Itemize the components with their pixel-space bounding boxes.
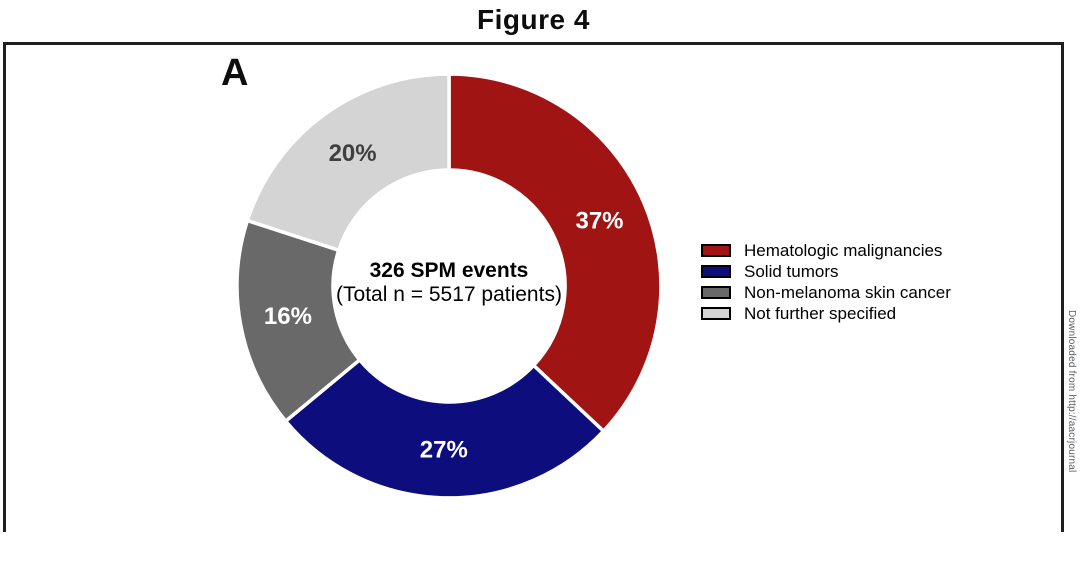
figure-frame — [3, 42, 1064, 532]
legend-item-1: Hematologic malignancies — [701, 240, 951, 260]
donut-center-label: 326 SPM events (Total n = 5517 patients) — [299, 259, 599, 306]
donut-segment-1 — [447, 72, 663, 434]
legend-item-2: Solid tumors — [701, 261, 951, 281]
chart-legend: Hematologic malignancies Solid tumors Non-… — [701, 240, 951, 323]
donut-percent-label-2: 27% — [420, 436, 468, 463]
legend-label: Solid tumors — [744, 261, 839, 281]
legend-swatch-icon — [701, 286, 731, 299]
donut-segment-4 — [245, 72, 451, 253]
legend-swatch-icon — [701, 265, 731, 278]
legend-label: Hematologic malignancies — [744, 240, 943, 260]
panel-label-a: A — [221, 52, 249, 94]
donut-percent-label-1: 37% — [575, 207, 623, 234]
legend-label: Non-melanoma skin cancer — [744, 282, 951, 302]
center-label-events: 326 SPM events — [369, 259, 529, 282]
figure-title: Figure 4 — [477, 4, 590, 35]
legend-label: Not further specified — [744, 303, 897, 323]
donut-percent-label-3: 16% — [264, 303, 312, 330]
donut-segment-3 — [235, 218, 363, 424]
donut-segment-2 — [283, 357, 606, 500]
legend-item-3: Non-melanoma skin cancer — [701, 282, 951, 302]
legend-swatch-icon — [701, 307, 731, 320]
watermark-text: Downloaded from http://aacrjournal — [1066, 310, 1077, 473]
center-label-total: (Total n = 5517 patients) — [336, 282, 562, 306]
legend-item-4: Not further specified — [701, 303, 951, 323]
legend-swatch-icon — [701, 244, 731, 257]
donut-percent-label-4: 20% — [329, 140, 377, 167]
donut-chart: 37% 27% 16% 20% — [235, 72, 663, 500]
